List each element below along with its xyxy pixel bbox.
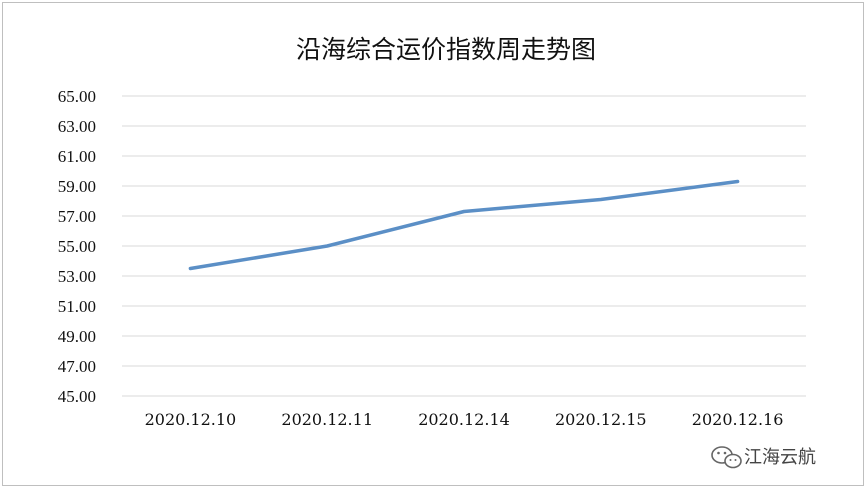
x-tick-label: 2020.12.14 [418,410,510,429]
x-tick-label: 2020.12.11 [281,410,373,429]
y-tick-label: 65.00 [58,87,96,106]
y-tick-label: 53.00 [58,267,96,286]
y-tick-label: 61.00 [58,147,96,166]
y-tick-label: 57.00 [58,207,96,226]
x-tick-label: 2020.12.16 [692,410,784,429]
y-tick-label: 47.00 [58,357,96,376]
gridlines [122,95,806,397]
wechat-icon [711,446,742,469]
chart-title: 沿海综合运价指数周走势图 [296,35,596,64]
x-axis-ticks: 2020.12.10 2020.12.11 2020.12.14 2020.12.15… [145,410,784,429]
y-tick-label: 51.00 [58,297,96,316]
x-tick-label: 2020.12.15 [555,410,647,429]
series-group [188,179,740,271]
y-tick-label: 59.00 [58,177,96,196]
y-tick-label: 55.00 [58,237,96,256]
y-tick-label: 63.00 [58,117,96,136]
watermark-text: 江海云航 [744,447,816,468]
watermark: 江海云航 [711,446,816,469]
x-tick-label: 2020.12.10 [145,410,237,429]
y-tick-label: 49.00 [58,327,96,346]
series-line [188,179,740,271]
y-tick-label: 45.00 [58,387,96,406]
y-axis-ticks: 45.00 47.00 49.00 51.00 53.00 55.00 57.00 59.00… [58,87,96,406]
